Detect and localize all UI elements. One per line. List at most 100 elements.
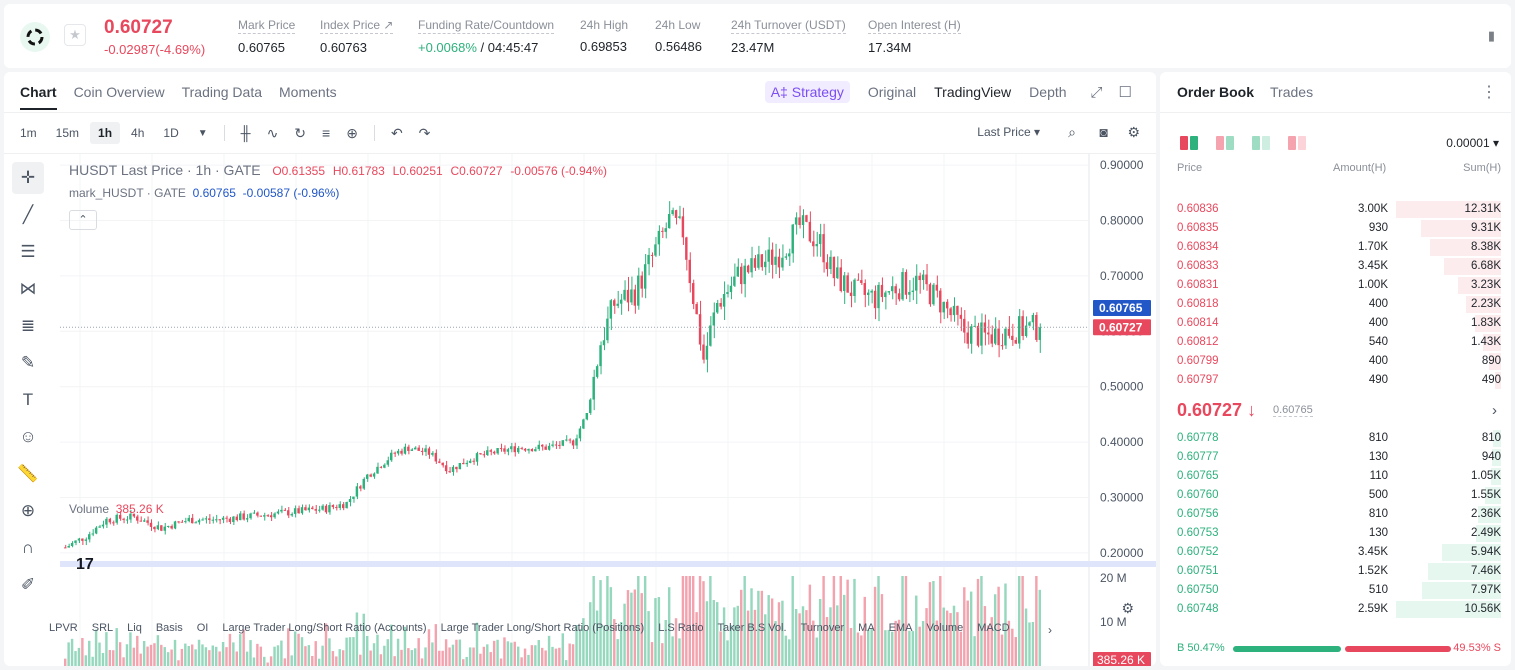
timeframe-4h[interactable]: 4h [131, 126, 145, 140]
add-indicator-icon[interactable]: ⊕ [346, 124, 358, 141]
indicator-volume[interactable]: Volume [926, 622, 964, 634]
volume-bar [190, 644, 194, 666]
replay-icon[interactable]: ↻ [294, 124, 307, 141]
tab-order-book[interactable]: Order Book [1177, 84, 1255, 100]
tab-chart[interactable]: Chart [20, 84, 57, 110]
bid-row[interactable]: 0.60748 2.59K 10.56K [1160, 600, 1501, 619]
indicator-trader-accounts[interactable]: Large Trader Long/Short Ratio (Accounts) [222, 622, 427, 634]
ask-row[interactable]: 0.60831 1.00K 3.23K [1160, 276, 1501, 295]
view-depth[interactable]: Depth [1029, 84, 1067, 100]
gear-icon[interactable]: ⚙ [1127, 124, 1140, 140]
candle-body [643, 264, 647, 289]
bid-row[interactable]: 0.60756 810 2.36K [1160, 505, 1501, 524]
redo-icon[interactable]: ↷ [418, 124, 431, 141]
timeframe-1d[interactable]: 1D [163, 126, 179, 140]
stat-open-interest[interactable]: Open Interest (H) 17.34M [868, 18, 961, 55]
chevron-right-icon[interactable]: › [1492, 402, 1497, 419]
bid-row[interactable]: 0.60778 810 810 [1160, 429, 1501, 448]
view-bids-icon[interactable] [1252, 136, 1270, 150]
volume-bar [108, 650, 112, 666]
bid-row[interactable]: 0.60751 1.52K 7.46K [1160, 562, 1501, 581]
strategy-button[interactable]: A‡ Strategy [764, 81, 850, 103]
indicator-basis[interactable]: Basis [155, 622, 183, 634]
ask-row[interactable]: 0.60836 3.00K 12.31K [1160, 200, 1501, 219]
view-split-icon[interactable] [1216, 136, 1234, 150]
buy-ratio-bar [1233, 646, 1341, 652]
horizontal-lines-icon[interactable]: ☰ [20, 242, 36, 261]
pattern-icon[interactable]: ⋈ [19, 279, 37, 298]
indicator-oi[interactable]: OI [196, 622, 209, 634]
indicator-trader-positions[interactable]: Large Trader Long/Short Ratio (Positions… [440, 622, 645, 634]
indicator-ma[interactable]: MA [858, 622, 875, 634]
trend-line-icon[interactable]: ╱ [22, 205, 34, 224]
ruler-icon[interactable]: 📏 [17, 464, 39, 483]
bid-row[interactable]: 0.60765 110 1.05K [1160, 467, 1501, 486]
view-asks-icon[interactable] [1288, 136, 1306, 150]
templates-icon[interactable]: ≡ [322, 125, 331, 141]
indicator-macd[interactable]: MACD [977, 622, 1010, 634]
timeframe-15m[interactable]: 15m [55, 126, 80, 140]
ask-row[interactable]: 0.60812 540 1.43K [1160, 333, 1501, 352]
window-icon[interactable]: ☐ [1118, 84, 1132, 101]
indicator-ls-ratio[interactable]: L.S Ratio [658, 622, 704, 634]
stat-funding-rate[interactable]: Funding Rate/Countdown +0.0068% / 04:45:… [418, 18, 555, 55]
indicator-lpvr[interactable]: LPVR [49, 622, 78, 634]
tradingview-logo: 17 [76, 556, 94, 573]
candle-body [921, 274, 925, 281]
text-icon[interactable]: T [22, 390, 34, 409]
guide-book-icon[interactable]: ▮ [1487, 28, 1495, 43]
indicator-liq[interactable]: Liq [127, 622, 142, 634]
ask-row[interactable]: 0.60799 400 890 [1160, 352, 1501, 371]
bid-row[interactable]: 0.60760 500 1.55K [1160, 486, 1501, 505]
magnet-icon[interactable]: ∩ [21, 538, 35, 557]
search-icon[interactable]: ⌕ [1068, 124, 1076, 140]
tab-trades[interactable]: Trades [1270, 84, 1314, 100]
timeframe-dropdown-icon[interactable]: ▼ [197, 127, 208, 139]
bid-row[interactable]: 0.60752 3.45K 5.94K [1160, 543, 1501, 562]
axis-settings-icon[interactable]: ⚙ [1121, 600, 1134, 616]
price-chart[interactable]: 0.900000.800000.700000.600000.500000.400… [4, 154, 1156, 666]
undo-icon[interactable]: ↶ [390, 124, 403, 141]
crosshair-icon[interactable]: ✛ [12, 162, 44, 194]
fullscreen-icon[interactable]: ⤢ [1090, 83, 1103, 101]
tab-trading-data[interactable]: Trading Data [181, 84, 263, 100]
stat-index-price[interactable]: Index Price ↗ 0.60763 [320, 18, 394, 55]
indicators-icon[interactable]: ∿ [266, 124, 279, 141]
bid-row[interactable]: 0.60750 510 7.97K [1160, 581, 1501, 600]
view-both-icon[interactable] [1180, 136, 1198, 150]
bid-row[interactable]: 0.60753 130 2.49K [1160, 524, 1501, 543]
fib-icon[interactable]: ≣ [20, 316, 36, 335]
ask-row[interactable]: 0.60834 1.70K 8.38K [1160, 238, 1501, 257]
tab-coin-overview[interactable]: Coin Overview [73, 84, 165, 100]
view-tradingview[interactable]: TradingView [934, 84, 1012, 100]
timeframe-1m[interactable]: 1m [20, 126, 37, 140]
candle-type-icon[interactable]: ╫ [240, 125, 251, 141]
stat-mark-price[interactable]: Mark Price 0.60765 [238, 18, 296, 55]
ask-row[interactable]: 0.60797 490 490 [1160, 371, 1501, 390]
timeframe-1h[interactable]: 1h [90, 122, 121, 144]
price-source-select[interactable]: Last Price ▾ [977, 125, 1040, 139]
emoji-icon[interactable]: ☺ [19, 427, 37, 446]
collapse-legend-button[interactable]: ⌃ [69, 210, 97, 230]
ask-row[interactable]: 0.60814 400 1.83K [1160, 314, 1501, 333]
favorite-star-icon[interactable]: ★ [64, 24, 86, 46]
ask-row[interactable]: 0.60833 3.45K 6.68K [1160, 257, 1501, 276]
ask-row[interactable]: 0.60835 930 9.31K [1160, 219, 1501, 238]
volume-bar [513, 641, 516, 666]
chevron-right-icon[interactable]: › [1048, 623, 1052, 637]
pencil-lock-icon[interactable]: ✐ [20, 575, 36, 594]
tab-moments[interactable]: Moments [279, 84, 337, 100]
indicator-turnover[interactable]: Turnover [800, 622, 845, 634]
zoom-in-icon[interactable]: ⊕ [20, 501, 36, 520]
bid-row[interactable]: 0.60777 130 940 [1160, 448, 1501, 467]
ask-row[interactable]: 0.60818 400 2.23K [1160, 295, 1501, 314]
indicator-ema[interactable]: EMA [888, 622, 913, 634]
indicator-taker-vol[interactable]: Taker B.S Vol. [717, 622, 787, 634]
view-original[interactable]: Original [867, 84, 917, 100]
precision-select[interactable]: 0.00001 ▾ [1446, 136, 1499, 150]
more-options-icon[interactable]: ⋮ [1481, 84, 1497, 101]
brush-icon[interactable]: ✎ [20, 353, 36, 372]
stat-24h-turnover[interactable]: 24h Turnover (USDT) 23.47M [731, 18, 846, 55]
indicator-srl[interactable]: SRL [91, 622, 114, 634]
camera-icon[interactable]: ◙ [1099, 124, 1108, 140]
